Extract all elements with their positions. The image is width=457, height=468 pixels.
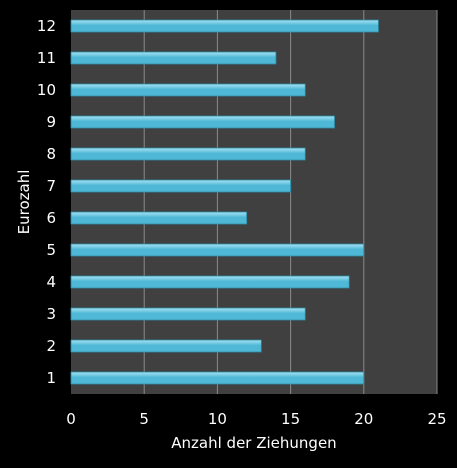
x-tick-label: 5 (139, 410, 149, 428)
y-tick-label: 5 (46, 241, 56, 259)
bar-eurozahl-2 (70, 339, 262, 353)
bar-eurozahl-6 (70, 211, 248, 225)
y-tick-label: 10 (37, 81, 56, 99)
bar-eurozahl-11 (70, 51, 277, 65)
y-tick-label: 2 (46, 337, 56, 355)
y-tick-label: 12 (37, 17, 56, 35)
gridlines (143, 10, 438, 394)
bar-eurozahl-9 (70, 115, 335, 129)
bars (70, 19, 379, 385)
y-tick-label: 7 (46, 177, 56, 195)
x-axis-title: Anzahl der Ziehungen (171, 434, 336, 452)
bar-eurozahl-4 (70, 275, 350, 289)
y-tick-label: 11 (37, 49, 56, 67)
bar-eurozahl-5 (70, 243, 365, 257)
y-tick-label: 8 (46, 145, 56, 163)
y-tick-label: 4 (46, 273, 56, 291)
y-tick-label: 9 (46, 113, 56, 131)
x-tick-label: 15 (281, 410, 300, 428)
x-tick-label: 0 (66, 410, 76, 428)
bar-eurozahl-10 (70, 83, 306, 97)
y-tick-label: 1 (46, 369, 56, 387)
x-tick-labels: 0 5 10 15 20 25 (66, 410, 446, 428)
x-tick-label: 25 (427, 410, 446, 428)
y-axis-title: Eurozahl (15, 170, 33, 235)
bar-eurozahl-8 (70, 147, 306, 161)
x-tick-label: 10 (208, 410, 227, 428)
plot-area (71, 10, 437, 394)
x-tick-label: 20 (354, 410, 373, 428)
bar-eurozahl-7 (70, 179, 292, 193)
bar-eurozahl-1 (70, 371, 365, 385)
y-tick-label: 6 (46, 209, 56, 227)
bar-eurozahl-3 (70, 307, 306, 321)
y-tick-label: 3 (46, 305, 56, 323)
bar-eurozahl-12 (70, 19, 379, 33)
